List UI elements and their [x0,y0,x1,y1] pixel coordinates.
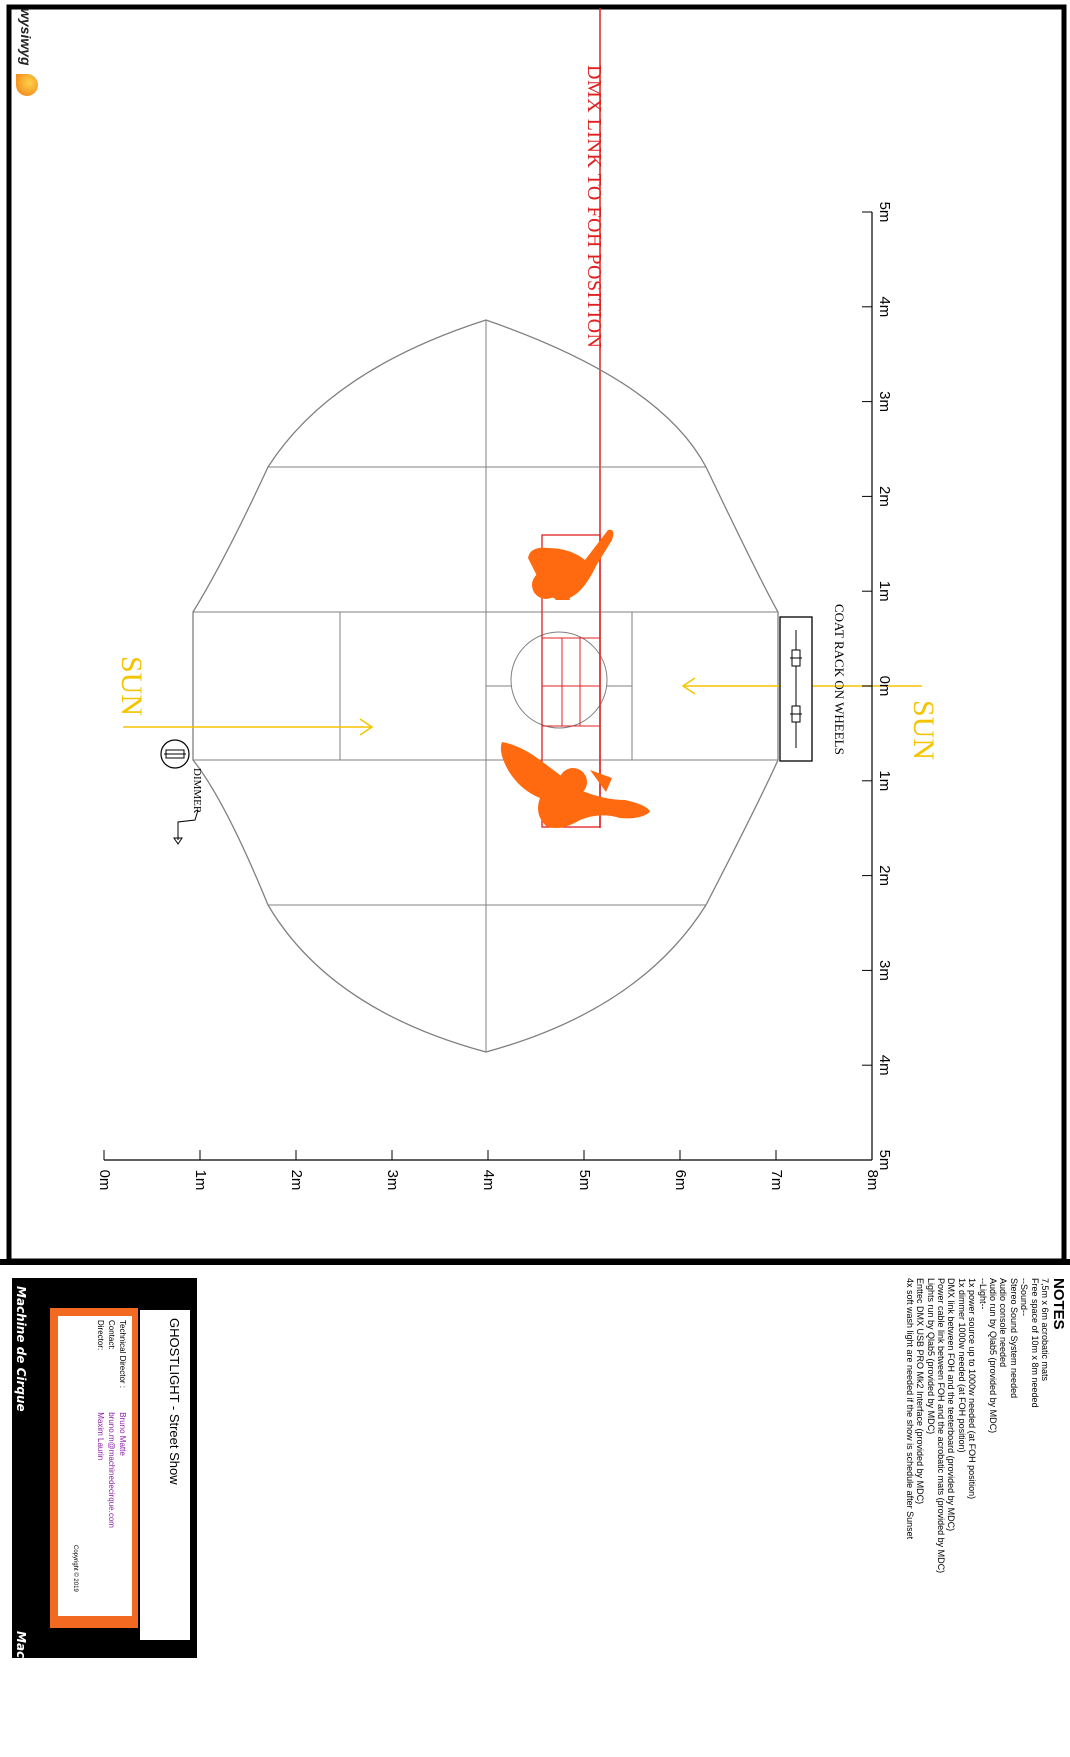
technical-director-value: Bruno Matte [118,1412,127,1456]
notes-line: 4x soft wash light are needed if the sho… [904,1278,915,1540]
teeterboard [541,534,601,828]
brand-bottom: Machine de Cirque [14,1631,28,1757]
scale-bottom-tick-label: 3m [384,1170,401,1191]
notes-line: 7,5m x 6m acrobatic mats [1040,1278,1050,1382]
scale-top-ticks: 5m 4m 3m 2m 1m 0m 1m 2m 3m 4m 5m [862,202,893,1171]
notes-line: Free space of 10m x 8m needed [1029,1278,1040,1408]
wysiwyg-logo: wysiwyg [14,8,54,108]
scale-bottom-ticks: 0m 1m 2m 3m 4m 5m 6m 7m 8m [96,1150,881,1190]
director-value: Maxim Laurin [96,1412,105,1461]
scale-top-tick-label: 2m [876,865,893,886]
dimmer-label: DIMMER [191,768,203,814]
notes-line: Lights run by Qlab5 (provided by MDC) [925,1278,936,1435]
scale-bottom-tick-label: 2m [288,1170,305,1191]
sun-label-left: SUN [115,656,148,717]
flame-logo-icon [16,74,38,96]
scale-bottom-tick-label: 5m [576,1170,593,1191]
scale-bottom-tick-label: 8m [864,1170,881,1191]
notes-heading: NOTES [1050,1278,1067,1330]
scale-top-tick-label: 4m [876,296,893,317]
notes-line: Audio console needed [998,1278,1009,1368]
scale-top-tick-label: 2m [876,486,893,507]
notes-line: Audio run by Qlab5 (provided by MDC) [987,1278,998,1434]
scale-bottom-tick-label: 4m [480,1170,497,1191]
copyright: Copyright © 2019 [72,1545,78,1592]
notes-line: --Sound-- [1019,1278,1030,1317]
notes-line: Enttec DMX USB PRO Mk2 Interface (provid… [915,1278,926,1505]
contact-value[interactable]: bruno.m@machinedecirque.com [107,1412,116,1528]
teeterboard-circle [510,631,608,729]
scale-top-tick-label: 1m [876,581,893,602]
notes-line: --Light-- [977,1278,988,1310]
notes-line: 1x dimmer 1000w needed (at FOH position) [956,1278,967,1453]
show-title: GHOSTLIGHT - Street Show [167,1318,182,1485]
scale-top-tick-label: 3m [876,391,893,412]
notes-list: 7,5m x 6m acrobatic mats Free space of 10… [904,1278,1050,1658]
scale-bottom-tick-label: 1m [192,1170,209,1191]
credits: Technical Director : Bruno Matte Contact… [95,1320,128,1610]
dmx-link-label: DMX LINK TO FOH POSITION [583,65,605,349]
scale-top-tick-label: 4m [876,1055,893,1076]
technical-director-label: Technical Director : [118,1320,127,1389]
performer-figure-bottom [500,742,650,828]
notes-line: DMX link between FOH and the teeterboard… [946,1278,957,1532]
wysiwyg-logo-text: wysiwyg [18,8,34,66]
notes-line: 1x power source up to 1000w needed (at F… [967,1278,978,1500]
director-label: Director: [96,1320,105,1351]
scale-top-tick-label: 5m [876,202,893,223]
notes-line: Stereo Sound System needed [1008,1278,1019,1399]
scale-top-tick-label: 0m [876,676,893,697]
drawing-frame [6,4,1067,1264]
contact-label: Contact: [107,1320,116,1350]
coat-rack-label: COAT RACK ON WHEELS [832,604,847,755]
notes-block: NOTES 7,5m x 6m acrobatic mats Free space… [904,1278,1067,1658]
scale-top-tick-label: 5m [876,1150,893,1171]
notes-line: Power cable link between FOH and the acr… [935,1278,946,1574]
sun-label-right: SUN [907,700,940,761]
brand-top: Machine de Cirque [14,1286,28,1412]
scale-top-tick-label: 1m [876,770,893,791]
venue-plan: 5m 4m 3m 2m 1m 0m 1m 2m 3m 4m 5m 0m 1m 2m 3m 4m 5m 6m 7m 8… [0,4,1070,1658]
scale-top-tick-label: 3m [876,960,893,981]
scale-bottom-tick-label: 6m [672,1170,689,1191]
scale-bottom-tick-label: 7m [768,1170,785,1191]
scale-bottom-tick-label: 0m [96,1170,113,1191]
dimmer-cable [177,809,199,840]
performer-figure-top [528,529,614,600]
